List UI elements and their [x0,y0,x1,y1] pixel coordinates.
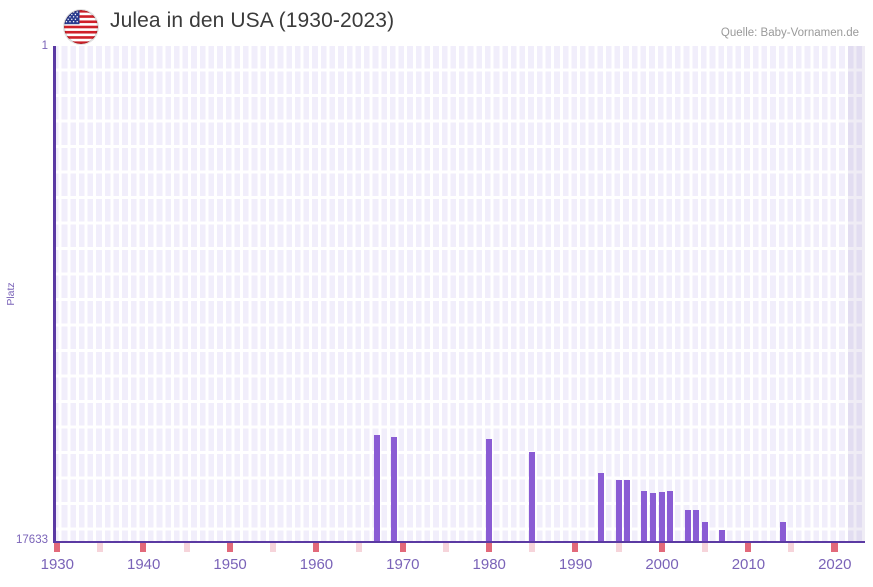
x-axis-tick-label-1990: 1990 [558,556,593,573]
bar-2001[interactable] [667,491,674,543]
x-axis-tick-label-1940: 1940 [127,556,161,573]
x-axis-tick-label-1960: 1960 [299,556,334,573]
x-tick-mark-1955 [269,543,277,552]
x-axis-tick-label-2000: 2000 [645,556,679,573]
x-tick-mark-2010 [745,543,752,552]
source-attribution: Quelle: Baby-Vornamen.de [720,27,859,39]
x-tick-mark-1945 [183,543,190,552]
bar-1995[interactable] [615,479,622,543]
x-axis-tick-label-1930: 1930 [40,556,74,573]
bar-1969[interactable] [390,436,397,543]
x-tick-mark-1950 [226,543,233,552]
bar-2003[interactable] [684,509,691,543]
page-title: Julea in den USA (1930-2023) [110,9,395,32]
bar-2005[interactable] [701,521,708,543]
bar-2007[interactable] [719,530,726,543]
x-axis-tick-label-1970: 1970 [386,556,420,573]
x-tick-mark-1940 [140,543,147,552]
x-tick-mark-1995 [615,543,622,552]
bar-1996[interactable] [624,479,631,543]
bar-2014[interactable] [779,522,786,543]
x-tick-mark-1960 [313,543,320,552]
x-tick-mark-2005 [701,543,708,552]
bar-1985[interactable] [529,451,536,543]
x-tick-mark-1935 [97,543,104,552]
us-flag-icon [64,10,98,44]
bar-1980[interactable] [485,438,492,543]
bar-1993[interactable] [598,473,605,543]
x-tick-mark-1970 [399,543,406,552]
x-axis-tick-label-1950: 1950 [213,556,247,573]
bar-1967[interactable] [373,434,380,543]
x-tick-mark-1980 [485,543,492,552]
x-tick-mark-2020 [831,543,838,552]
x-axis-line [53,540,865,543]
bars-layer [53,46,865,543]
x-tick-mark-1985 [529,543,536,552]
x-axis-tick-marks [53,543,865,552]
y-axis-title: Platz [5,282,17,306]
y-axis-label-bottom: 17633 [16,534,48,546]
y-axis-line [53,46,56,543]
x-axis-tick-label-1980: 1980 [472,556,506,573]
y-axis-label-top: 1 [41,40,48,52]
x-tick-mark-1930 [54,543,61,552]
x-axis-tick-label-2020: 2020 [818,556,852,573]
bar-1999[interactable] [650,492,657,543]
x-axis-labels: 1930 1940 1950 1960 1970 1980 1990 2000 2010 2020 [41,556,865,580]
bar-2004[interactable] [693,510,700,543]
x-tick-mark-1965 [356,543,363,552]
x-tick-mark-2000 [658,543,665,552]
x-tick-mark-2015 [788,543,795,552]
x-tick-mark-1975 [442,543,449,552]
x-tick-mark-1990 [572,543,579,552]
x-axis-tick-label-2010: 2010 [731,556,766,573]
chart-header: Julea in den USA (1930-2023) Quelle: Bab… [0,0,873,44]
bar-2000[interactable] [658,491,665,543]
bar-1998[interactable] [641,490,648,543]
